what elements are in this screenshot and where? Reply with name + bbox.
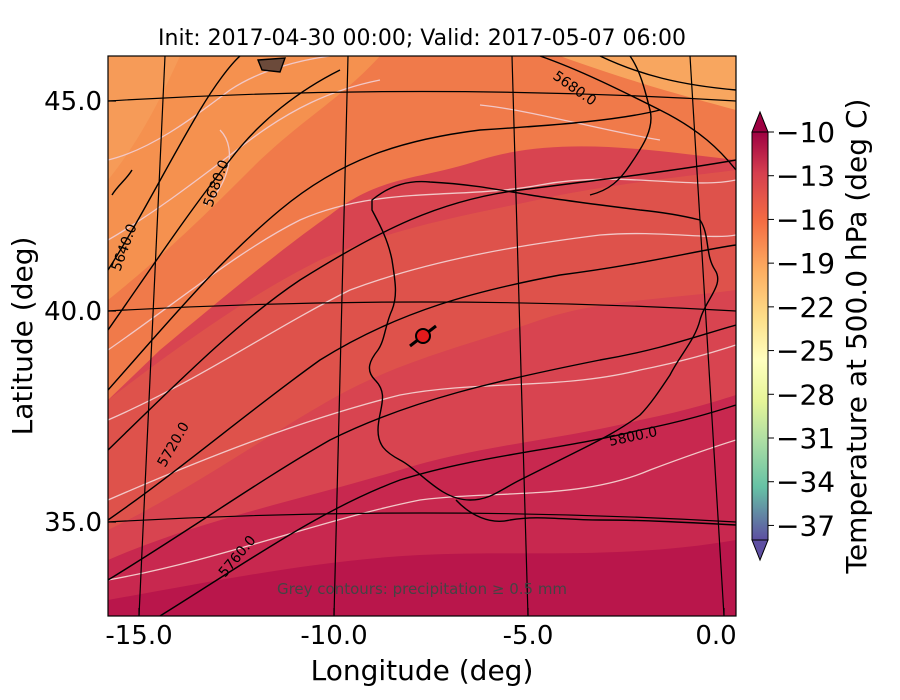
location-marker: [409, 324, 437, 348]
colorbar: −10 −13 −16 −19 −22 −25 −28 −31 −34 −37: [751, 110, 835, 562]
colorbar-tick-label: −22: [776, 291, 835, 324]
colorbar-tick-label: −16: [776, 203, 835, 236]
x-tick-0: 0.0: [695, 621, 736, 651]
x-axis-label: Longitude (deg): [311, 654, 534, 687]
map-frame: [107, 55, 737, 617]
tick-marks: [108, 100, 725, 616]
y-tick-40: 40.0: [44, 297, 102, 327]
colorbar-tick-label: −28: [776, 378, 835, 411]
y-tick-35: 35.0: [44, 508, 102, 538]
colorbar-tick-label: −34: [776, 466, 835, 499]
x-tick-m5: -5.0: [503, 621, 554, 651]
colorbar-tick-label: −19: [776, 247, 835, 280]
coastline: [111, 56, 736, 526]
graticule: [108, 56, 736, 616]
colorbar-tick-label: −13: [776, 160, 835, 193]
map-title: Init: 2017-04-30 00:00; Valid: 2017-05-0…: [158, 26, 686, 51]
colorbar-ticks: −10 −13 −16 −19 −22 −25 −28 −31 −34 −37: [768, 116, 835, 542]
colorbar-tick-label: −37: [776, 509, 835, 542]
colorbar-tick-label: −25: [776, 335, 835, 368]
colorbar-tick-label: −31: [776, 422, 835, 455]
colorbar-tick-label: −10: [776, 116, 835, 149]
x-tick-m15: -15.0: [105, 621, 172, 651]
colorbar-label: Temperature at 500.0 hPa (deg C): [840, 99, 873, 575]
y-tick-45: 45.0: [44, 87, 102, 117]
precipitation-note: Grey contours: precipitation ≥ 0.5 mm: [277, 580, 567, 598]
y-axis-label: Latitude (deg): [6, 237, 39, 436]
x-tick-m10: -10.0: [300, 621, 367, 651]
